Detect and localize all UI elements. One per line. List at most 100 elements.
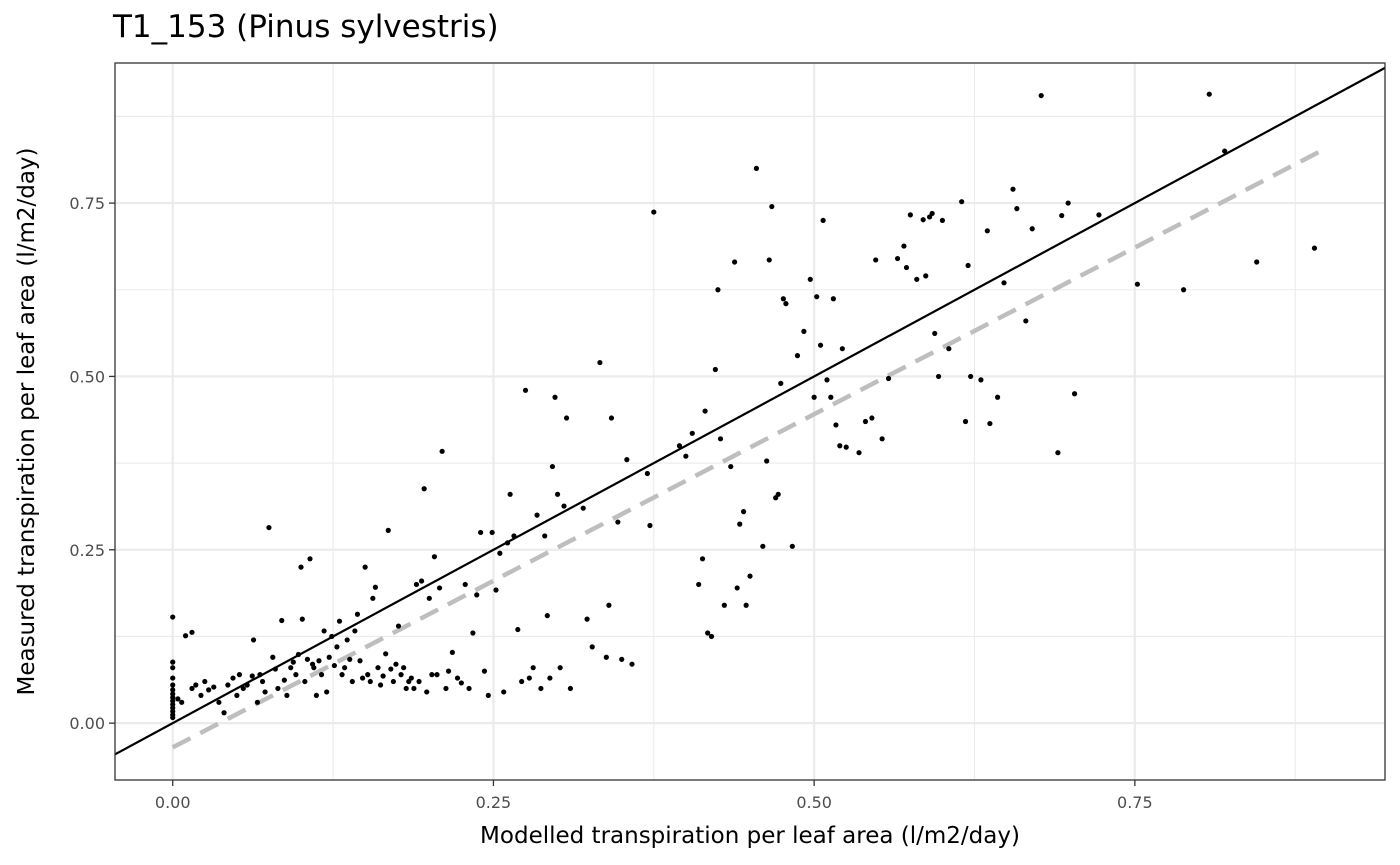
data-point: [262, 689, 268, 695]
data-point: [344, 637, 350, 643]
data-point: [1055, 450, 1061, 456]
data-point: [170, 714, 176, 721]
data-point: [843, 444, 849, 450]
data-point: [1206, 91, 1212, 97]
data-point: [416, 678, 422, 685]
data-point: [962, 418, 969, 425]
data-point: [873, 257, 879, 263]
data-point: [606, 602, 612, 608]
plot-panel-border: [114, 62, 1386, 781]
data-point: [1001, 280, 1007, 286]
data-point: [408, 675, 414, 681]
data-point: [424, 689, 430, 695]
data-point: [198, 692, 204, 699]
data-point: [189, 685, 195, 692]
data-point: [225, 682, 231, 688]
data-point: [249, 673, 255, 679]
data-point: [336, 618, 343, 624]
chart-title: T1_153 (Pinus sylvestris): [113, 9, 499, 45]
data-point: [914, 276, 920, 282]
data-point: [769, 203, 775, 210]
data-point: [431, 554, 438, 560]
data-point: [728, 463, 734, 470]
data-point: [817, 342, 824, 348]
data-point: [493, 587, 499, 593]
data-point: [189, 629, 195, 635]
data-point: [651, 209, 657, 215]
data-point: [334, 644, 340, 650]
data-point: [608, 415, 615, 421]
data-point: [1023, 318, 1029, 324]
data-point: [965, 262, 971, 269]
data-point: [717, 436, 724, 442]
data-point: [1134, 281, 1141, 287]
data-point: [1180, 287, 1187, 293]
data-point: [549, 463, 556, 470]
data-point: [629, 661, 635, 667]
data-point: [907, 212, 913, 218]
data-point: [903, 264, 910, 271]
data-point: [901, 243, 907, 249]
data-point: [347, 656, 353, 662]
data-point: [230, 675, 236, 681]
data-point: [193, 682, 199, 688]
y-tick-label: 0.50: [69, 367, 105, 386]
data-point: [257, 671, 263, 678]
data-point: [676, 443, 683, 449]
data-point: [932, 330, 938, 337]
data-point: [699, 556, 706, 562]
data-point: [935, 373, 942, 380]
data-point: [557, 665, 563, 671]
data-point: [497, 550, 503, 556]
data-point: [298, 564, 304, 570]
data-point: [504, 540, 511, 546]
data-point: [939, 217, 946, 224]
data-point: [833, 422, 839, 428]
data-point: [240, 685, 246, 692]
data-point: [221, 710, 227, 716]
data-point: [1014, 206, 1020, 212]
data-point: [395, 623, 402, 629]
data-point: [732, 259, 738, 265]
data-point: [401, 665, 407, 671]
data-point: [1010, 186, 1016, 192]
data-point: [342, 665, 348, 671]
minor-gridlines: [115, 63, 1385, 780]
data-point: [1038, 92, 1044, 99]
data-point: [284, 692, 290, 699]
data-point: [307, 556, 313, 562]
data-point: [380, 673, 386, 679]
data-point: [216, 699, 222, 705]
data-point: [737, 521, 743, 527]
data-point: [299, 616, 305, 622]
data-point: [764, 458, 770, 464]
identity-reference-line: [115, 66, 1385, 756]
data-point: [234, 692, 240, 699]
y-tick-label: 0.25: [69, 541, 105, 560]
data-point: [814, 294, 820, 300]
x-tick-label: 0.25: [476, 793, 512, 812]
data-point: [388, 666, 394, 672]
data-point: [302, 678, 308, 685]
data-point: [830, 296, 836, 302]
data-point: [978, 377, 984, 383]
data-point: [923, 273, 929, 279]
data-point: [478, 529, 484, 536]
data-point: [522, 387, 529, 393]
data-point: [824, 377, 830, 383]
data-point: [597, 359, 603, 366]
data-point: [485, 692, 491, 699]
data-point: [1071, 391, 1078, 397]
data-point: [331, 662, 337, 669]
data-point: [507, 491, 513, 497]
data-point: [466, 685, 472, 692]
data-point: [429, 671, 435, 678]
data-point: [530, 665, 536, 671]
data-point: [270, 654, 276, 660]
data-point: [1311, 245, 1318, 251]
data-point: [519, 678, 525, 685]
data-point: [778, 380, 784, 386]
data-point: [839, 346, 845, 352]
data-point: [436, 585, 443, 591]
